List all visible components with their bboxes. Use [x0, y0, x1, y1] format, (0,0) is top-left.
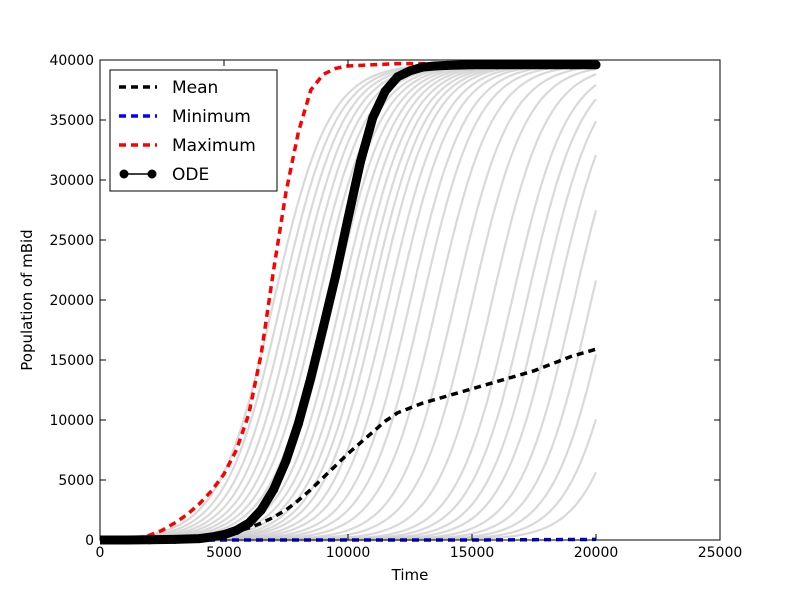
ode-point-22 [417, 62, 427, 72]
legend-label-mean: Mean [172, 78, 218, 98]
ode-point-15 [331, 271, 341, 281]
legend-box [109, 69, 278, 192]
legend-label-maximum: Maximum [172, 136, 256, 156]
y-tick-label: 15000 [49, 353, 94, 369]
ode-point-16 [343, 213, 353, 223]
ode-point-26 [492, 60, 502, 70]
ode-point-7 [231, 525, 241, 535]
x-tick-label: 25000 [698, 545, 743, 561]
ode-point-19 [380, 86, 390, 96]
ode-point-9 [256, 505, 266, 515]
y-tick-label: 5000 [58, 473, 94, 489]
ode-point-13 [306, 373, 316, 383]
ode-point-11 [281, 456, 291, 466]
y-tick-label: 30000 [49, 173, 94, 189]
y-axis-label: Population of mBid [18, 229, 36, 370]
x-tick-label: 15000 [450, 545, 495, 561]
y-tick-label: 0 [85, 533, 94, 549]
y-tick-label: 25000 [49, 233, 94, 249]
ode-point-29 [566, 60, 576, 70]
legend-label-ode: ODE [172, 165, 209, 185]
ode-point-23 [430, 61, 440, 71]
y-tick-label: 35000 [49, 113, 94, 129]
x-tick-label: 5000 [206, 545, 242, 561]
ode-point-8 [244, 518, 254, 528]
y-tick-label: 10000 [49, 413, 94, 429]
legend-swatch-ode-marker-left [119, 169, 129, 179]
ode-point-5 [207, 532, 217, 542]
x-tick-label: 20000 [574, 545, 619, 561]
ode-point-14 [318, 323, 328, 333]
ode-point-3 [169, 534, 179, 544]
ode-point-20 [393, 72, 403, 82]
ode-point-24 [442, 60, 452, 70]
ode-point-17 [355, 157, 365, 167]
x-tick-label: 10000 [326, 545, 371, 561]
ode-point-12 [293, 419, 303, 429]
ode-point-10 [269, 485, 279, 495]
legend-swatch-ode-marker-right [147, 169, 157, 179]
legend: Mean Minimum Maximum ODE [109, 69, 278, 192]
ode-point-28 [541, 60, 551, 70]
y-tick-label: 20000 [49, 293, 94, 309]
legend-label-minimum: Minimum [172, 107, 251, 127]
x-tick-label: 0 [96, 545, 105, 561]
ode-point-18 [368, 113, 378, 123]
axes: 0 5000 10000 15000 20000 25000 0 5000 10000 15000… [49, 53, 742, 561]
y-tick-label: 40000 [49, 53, 94, 69]
ode-point-21 [405, 66, 415, 76]
ode-point-4 [194, 534, 204, 544]
series-line-maximum [100, 61, 596, 542]
ode-point-27 [517, 60, 527, 70]
x-axis-label: Time [391, 566, 429, 584]
